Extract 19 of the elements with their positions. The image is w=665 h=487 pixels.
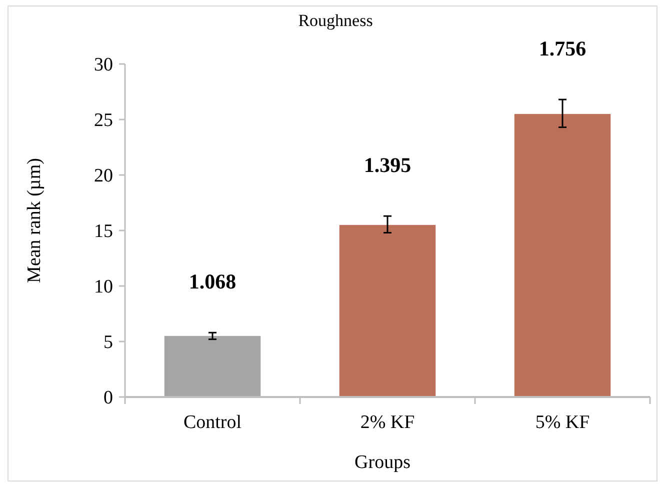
bar <box>514 114 611 397</box>
bar <box>164 336 261 397</box>
y-tick-label: 15 <box>94 221 113 242</box>
annotation: 1.395 <box>364 153 412 178</box>
chart-title: Roughness <box>298 11 373 30</box>
y-tick-label: 30 <box>94 54 113 76</box>
y-tick-label: 5 <box>104 332 113 354</box>
y-tick-label: 25 <box>94 110 113 132</box>
y-tick-label: 10 <box>94 276 113 298</box>
x-axis-title: Groups <box>354 452 410 473</box>
x-tick-label: 2% KF <box>360 412 415 433</box>
bar <box>339 224 436 397</box>
x-tick-label: Control <box>183 412 242 433</box>
y-tick-label: 0 <box>104 388 113 409</box>
annotation: 1.068 <box>188 270 236 294</box>
y-tick-label: 20 <box>94 166 113 187</box>
y-axis-title: Mean rank (µm) <box>24 158 45 283</box>
x-tick-label: 5% KF <box>535 412 590 433</box>
text: 1.756 <box>538 36 586 61</box>
